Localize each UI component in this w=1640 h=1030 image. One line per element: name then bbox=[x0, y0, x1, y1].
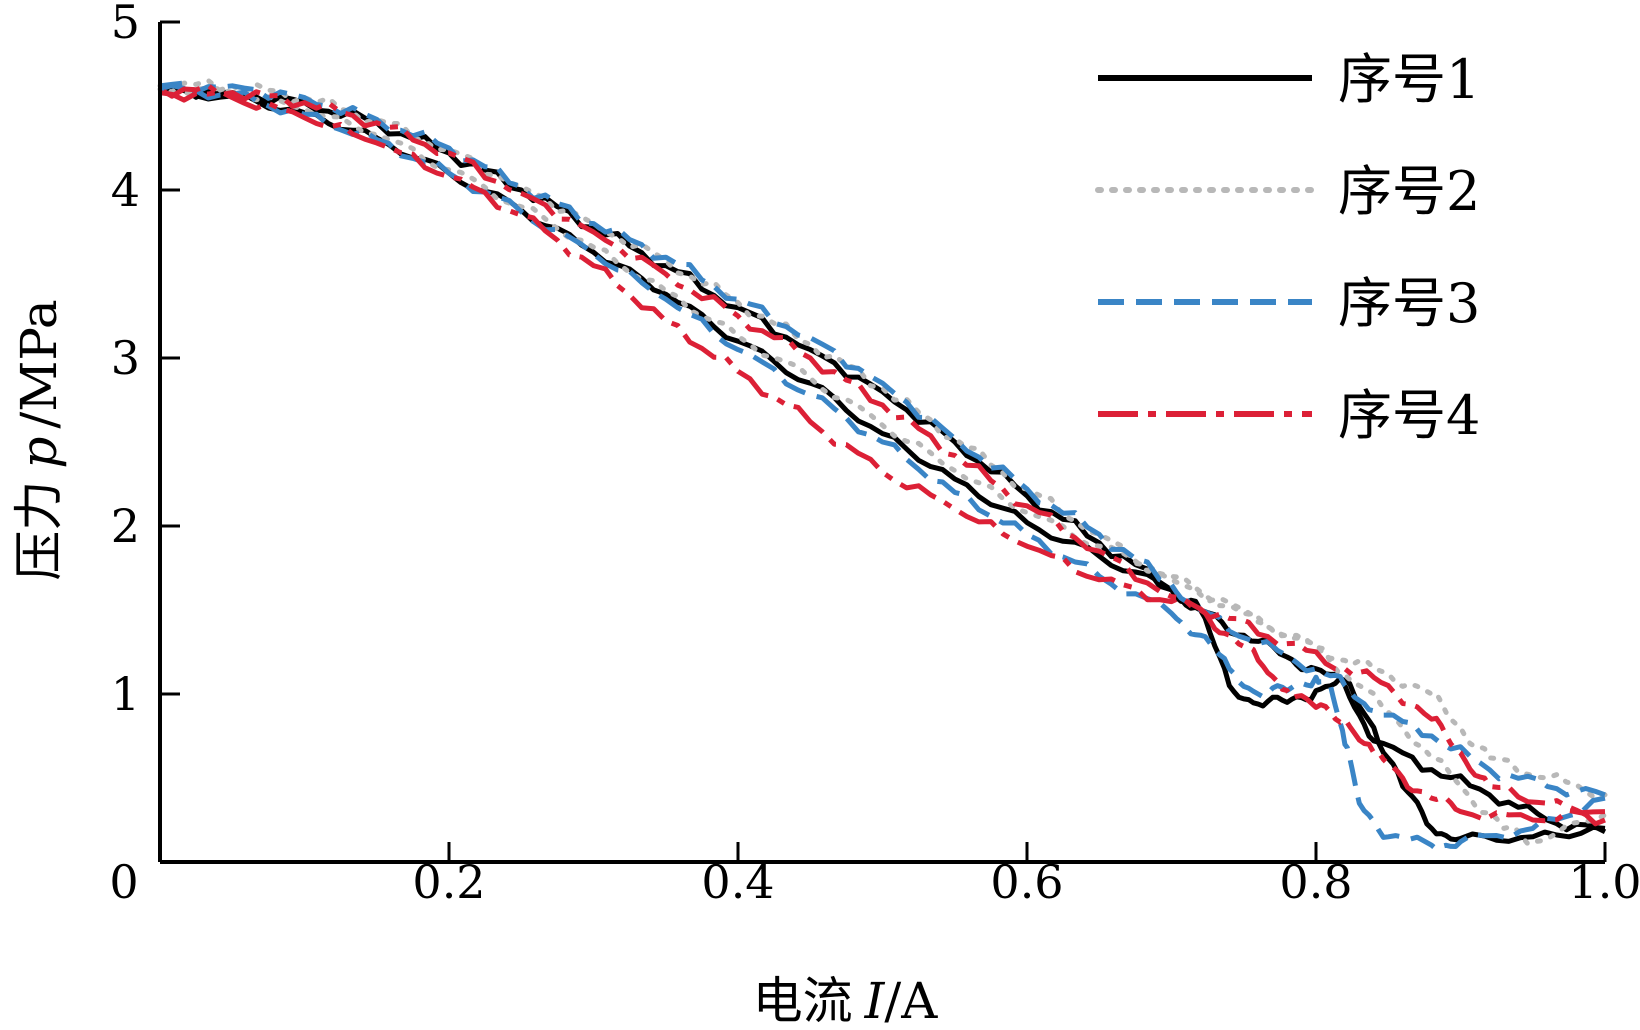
axes: 0.2 0.4 0.6 0.8 1.0 1 2 3 4 5 0 bbox=[109, 0, 1640, 909]
x-tick-label: 1.0 bbox=[1568, 855, 1640, 909]
legend-label: 序号1 bbox=[1338, 48, 1480, 111]
y-axis-title-symbol: p bbox=[10, 437, 68, 469]
y-tick-label: 1 bbox=[111, 667, 140, 721]
y-tick-label: 3 bbox=[111, 331, 140, 385]
y-axis-title-unit: /MPa bbox=[10, 299, 68, 428]
legend-label: 序号4 bbox=[1338, 384, 1480, 447]
x-tick-label: 0.2 bbox=[412, 855, 485, 909]
y-ticks: 1 2 3 4 5 bbox=[111, 0, 180, 721]
x-tick-label: 0.4 bbox=[701, 855, 774, 909]
x-axis-title-unit: /A bbox=[884, 972, 938, 1030]
x-ticks: 0.2 0.4 0.6 0.8 1.0 bbox=[412, 842, 1640, 909]
x-axis-title: 电流 I/A bbox=[753, 972, 939, 1030]
origin-label: 0 bbox=[109, 855, 138, 909]
x-axis-title-prefix: 电流 bbox=[753, 972, 853, 1030]
legend: 序号1 序号2 序号3 序号4 bbox=[1098, 48, 1480, 447]
y-tick-label: 2 bbox=[111, 499, 140, 553]
x-tick-label: 0.6 bbox=[990, 855, 1063, 909]
y-tick-label: 5 bbox=[111, 0, 140, 49]
x-axis-title-symbol: I bbox=[864, 972, 886, 1030]
y-axis-title-prefix: 压力 bbox=[10, 481, 68, 581]
y-axis-title: 压力 p/MPa bbox=[10, 299, 68, 580]
legend-label: 序号2 bbox=[1338, 160, 1480, 223]
y-tick-label: 4 bbox=[111, 163, 140, 217]
x-tick-label: 0.8 bbox=[1279, 855, 1352, 909]
legend-label: 序号3 bbox=[1338, 272, 1480, 335]
